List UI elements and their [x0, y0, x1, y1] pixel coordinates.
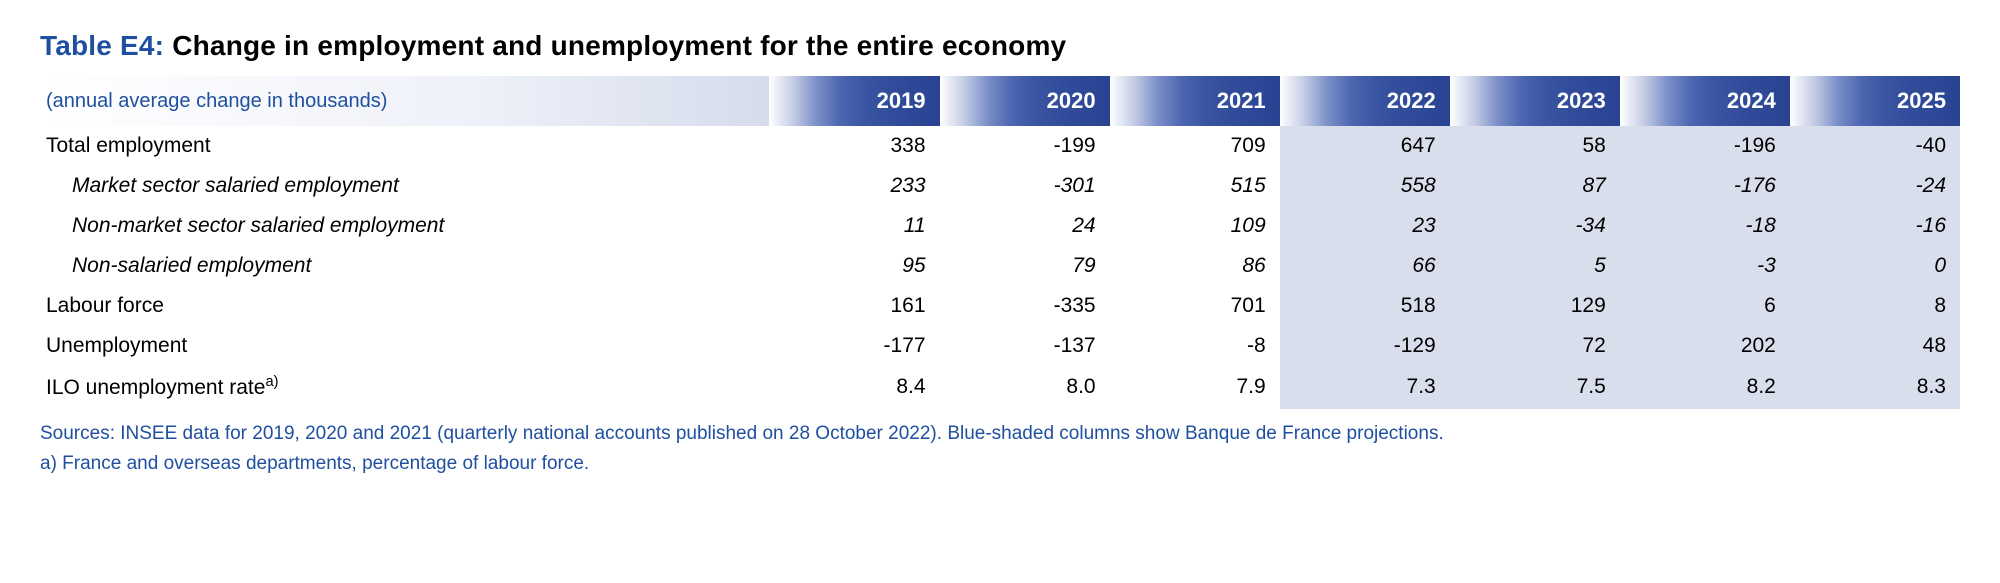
cell: -177 [769, 326, 939, 366]
cell: 66 [1280, 246, 1450, 286]
table-row: Unemployment-177-137-8-1297220248 [40, 326, 1960, 366]
table-body: Total employment338-19970964758-196-40Ma… [40, 126, 1960, 409]
cell: -176 [1620, 166, 1790, 206]
cell: -3 [1620, 246, 1790, 286]
cell: -24 [1790, 166, 1960, 206]
cell: 11 [769, 206, 939, 246]
employment-table: (annual average change in thousands) 201… [40, 76, 1960, 410]
col-year: 2025 [1790, 76, 1960, 126]
cell: 24 [940, 206, 1110, 246]
cell: 87 [1450, 166, 1620, 206]
cell: -137 [940, 326, 1110, 366]
cell: 6 [1620, 286, 1790, 326]
cell: 338 [769, 126, 939, 166]
col-year: 2022 [1280, 76, 1450, 126]
cell: -199 [940, 126, 1110, 166]
col-year: 2020 [940, 76, 1110, 126]
cell: 8.0 [940, 366, 1110, 409]
cell: 8 [1790, 286, 1960, 326]
row-label: Non-salaried employment [40, 246, 769, 286]
table-title-label: Table E4: [40, 30, 164, 61]
cell: 8.3 [1790, 366, 1960, 409]
table-footnotes: Sources: INSEE data for 2019, 2020 and 2… [40, 420, 1960, 477]
cell: -301 [940, 166, 1110, 206]
footnote-a: a) France and overseas departments, perc… [40, 450, 1960, 478]
table-row: ILO unemployment ratea)8.48.07.97.37.58.… [40, 366, 1960, 409]
cell: 48 [1790, 326, 1960, 366]
row-label: Market sector salaried employment [40, 166, 769, 206]
cell: 58 [1450, 126, 1620, 166]
row-label: ILO unemployment ratea) [40, 366, 769, 409]
table-row: Labour force161-33570151812968 [40, 286, 1960, 326]
col-year: 2021 [1110, 76, 1280, 126]
cell: 518 [1280, 286, 1450, 326]
cell: -40 [1790, 126, 1960, 166]
table-row: Total employment338-19970964758-196-40 [40, 126, 1960, 166]
table-row: Market sector salaried employment233-301… [40, 166, 1960, 206]
table-title: Table E4: Change in employment and unemp… [40, 30, 1960, 62]
row-label: Total employment [40, 126, 769, 166]
cell: -18 [1620, 206, 1790, 246]
cell: 202 [1620, 326, 1790, 366]
cell: -196 [1620, 126, 1790, 166]
cell: -16 [1790, 206, 1960, 246]
cell: 95 [769, 246, 939, 286]
table-title-text: Change in employment and unemployment fo… [172, 30, 1066, 61]
cell: 86 [1110, 246, 1280, 286]
row-label: Labour force [40, 286, 769, 326]
cell: -8 [1110, 326, 1280, 366]
cell: 709 [1110, 126, 1280, 166]
cell: 701 [1110, 286, 1280, 326]
cell: 23 [1280, 206, 1450, 246]
cell: 8.4 [769, 366, 939, 409]
cell: 5 [1450, 246, 1620, 286]
cell: 72 [1450, 326, 1620, 366]
cell: -335 [940, 286, 1110, 326]
cell: 233 [769, 166, 939, 206]
col-year: 2019 [769, 76, 939, 126]
cell: 109 [1110, 206, 1280, 246]
col-year: 2023 [1450, 76, 1620, 126]
cell: 79 [940, 246, 1110, 286]
col-year: 2024 [1620, 76, 1790, 126]
cell: 7.9 [1110, 366, 1280, 409]
row-label: Non-market sector salaried employment [40, 206, 769, 246]
table-row: Non-market sector salaried employment112… [40, 206, 1960, 246]
cell: 515 [1110, 166, 1280, 206]
cell: 7.5 [1450, 366, 1620, 409]
footnote-sources: Sources: INSEE data for 2019, 2020 and 2… [40, 420, 1960, 448]
cell: 129 [1450, 286, 1620, 326]
cell: 161 [769, 286, 939, 326]
cell: 647 [1280, 126, 1450, 166]
table-row: Non-salaried employment957986665-30 [40, 246, 1960, 286]
cell: 558 [1280, 166, 1450, 206]
cell: 0 [1790, 246, 1960, 286]
row-label-sup: a) [265, 374, 278, 390]
table-subtitle: (annual average change in thousands) [40, 76, 769, 126]
cell: 7.3 [1280, 366, 1450, 409]
table-header-row: (annual average change in thousands) 201… [40, 76, 1960, 126]
cell: 8.2 [1620, 366, 1790, 409]
row-label: Unemployment [40, 326, 769, 366]
cell: -34 [1450, 206, 1620, 246]
cell: -129 [1280, 326, 1450, 366]
